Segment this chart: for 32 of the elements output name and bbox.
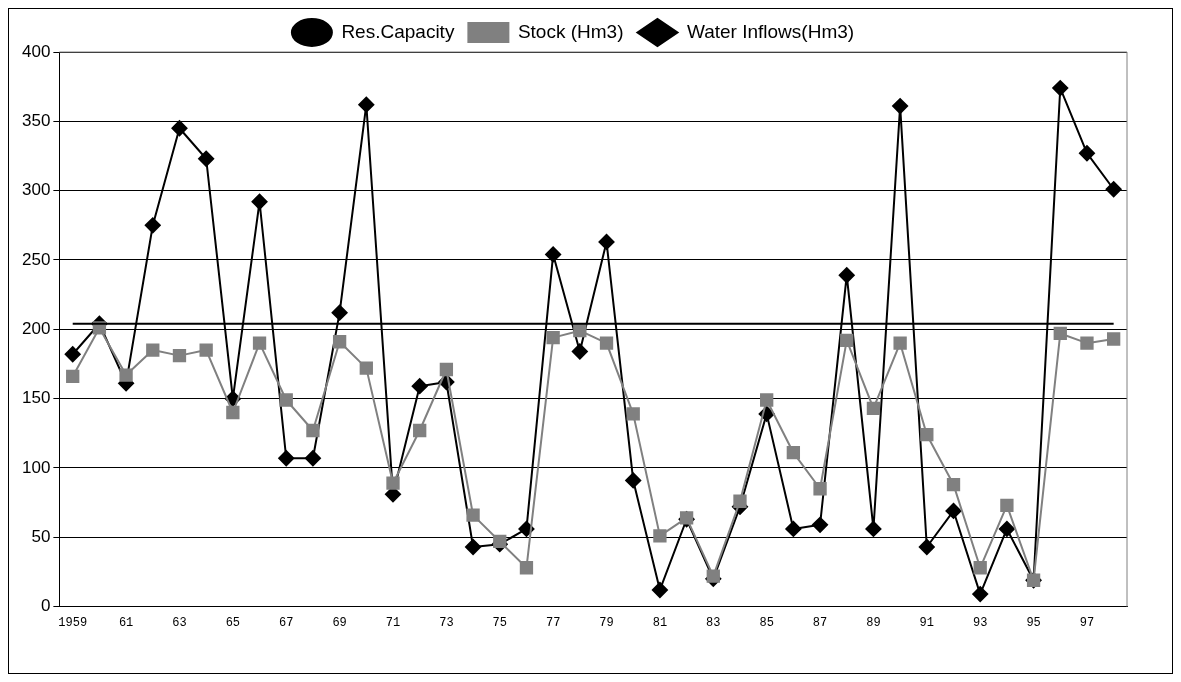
x-tick-label: 1959 xyxy=(58,615,88,630)
x-tick-label: 77 xyxy=(545,615,561,630)
x-tick-label: 83 xyxy=(706,615,721,630)
y-tick-label: 400 xyxy=(21,41,51,61)
x-tick-label: 97 xyxy=(1079,615,1095,630)
x-tick-label: 91 xyxy=(919,615,935,630)
x-tick-label: 95 xyxy=(1026,615,1041,630)
x-tick-label: 89 xyxy=(866,615,881,630)
y-tick-label: 250 xyxy=(21,249,51,269)
x-tick-label: 61 xyxy=(118,615,134,630)
y-tick-label: 200 xyxy=(21,318,51,338)
legend-label: Stock (Hm3) xyxy=(517,20,624,42)
y-tick-label: 150 xyxy=(21,388,51,408)
x-tick-label: 73 xyxy=(439,615,454,630)
x-tick-label: 81 xyxy=(652,615,668,630)
x-tick-label: 79 xyxy=(599,615,614,630)
y-tick-label: 300 xyxy=(21,180,51,200)
legend-label: Res.Capacity xyxy=(341,20,455,42)
legend-label: Water Inflows(Hm3) xyxy=(686,20,855,42)
x-tick-label: 67 xyxy=(279,615,294,630)
x-tick-label: 87 xyxy=(812,615,828,630)
y-tick-label: 350 xyxy=(21,111,51,131)
y-tick-label: 100 xyxy=(21,457,51,477)
x-tick-label: 71 xyxy=(385,615,401,630)
x-tick-label: 65 xyxy=(225,615,241,630)
x-tick-label: 75 xyxy=(492,615,507,630)
y-tick-label: 50 xyxy=(31,526,51,546)
x-tick-label: 93 xyxy=(973,615,988,630)
x-tick-label: 69 xyxy=(332,615,347,630)
y-tick-label: 0 xyxy=(40,596,51,616)
x-tick-label: 85 xyxy=(759,615,774,630)
x-tick-label: 63 xyxy=(172,615,187,630)
